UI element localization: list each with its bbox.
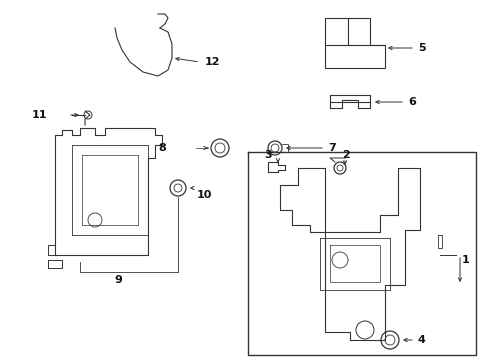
Text: 6: 6 xyxy=(407,97,415,107)
Text: 2: 2 xyxy=(341,150,349,160)
Text: 7: 7 xyxy=(327,143,335,153)
Text: 4: 4 xyxy=(417,335,425,345)
Text: 9: 9 xyxy=(114,275,122,285)
Text: 11: 11 xyxy=(32,110,47,120)
Text: 12: 12 xyxy=(204,57,220,67)
Text: 8: 8 xyxy=(158,143,165,153)
Text: 10: 10 xyxy=(197,190,212,200)
Text: 3: 3 xyxy=(264,150,271,160)
Text: 5: 5 xyxy=(417,43,425,53)
Text: 1: 1 xyxy=(461,255,469,265)
